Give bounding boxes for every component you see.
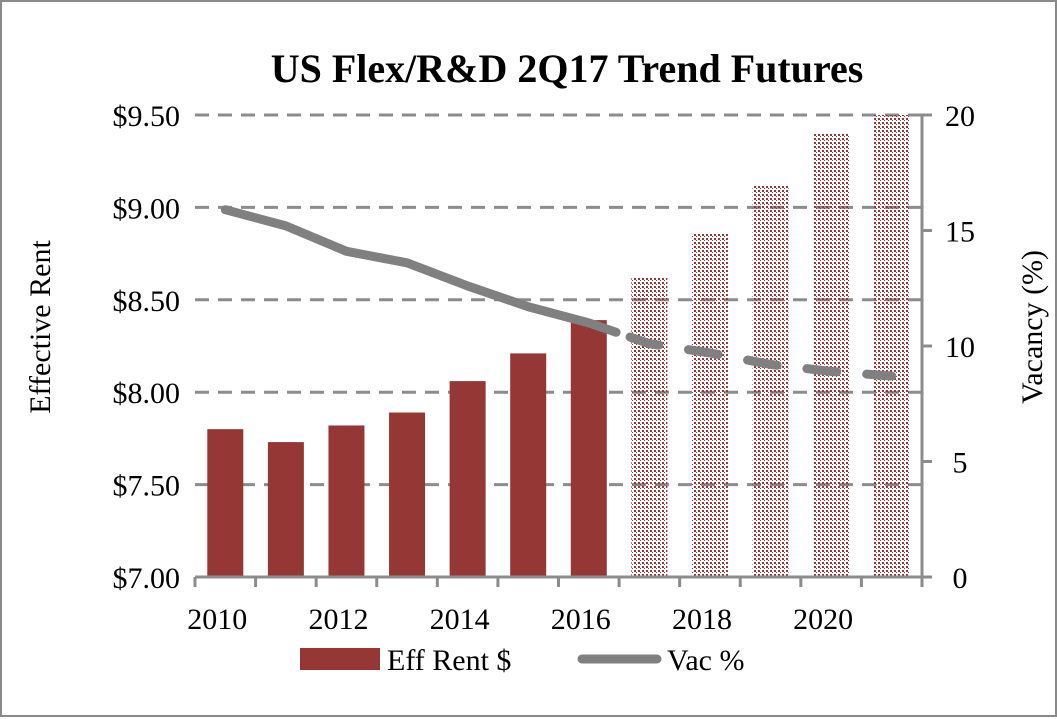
bar-2020	[813, 133, 850, 578]
y-tick-label: $8.50	[113, 285, 181, 318]
legend-swatch-rent	[300, 648, 380, 670]
legend-label-rent: Eff Rent $	[387, 644, 511, 677]
legend-label-vac: Vac %	[667, 644, 744, 677]
bar-2017	[631, 277, 668, 577]
bar-2016	[570, 320, 607, 577]
chart-title: US Flex/R&D 2Q17 Trend Futures	[271, 46, 864, 91]
y2-tick-label: 5	[953, 447, 968, 480]
y-tick-label: $9.00	[113, 192, 181, 225]
y-tick-label: $8.00	[113, 377, 181, 410]
bar-2018	[691, 233, 728, 577]
y2-axis-label: Vacancy (%)	[1016, 250, 1049, 404]
x-tick-label: 2010	[187, 603, 247, 636]
y2-tick-label: 15	[945, 216, 975, 249]
bar-2013	[389, 412, 426, 577]
bar-2014	[449, 381, 486, 577]
bar-2019	[752, 185, 789, 577]
y2-tick-label: 20	[945, 100, 975, 133]
bar-2021	[873, 115, 910, 577]
y-tick-label: $9.50	[113, 100, 181, 133]
bar-2012	[328, 425, 365, 577]
vac-line-forecast	[625, 332, 897, 381]
x-tick-label: 2018	[672, 603, 732, 636]
x-tick-label: 2014	[430, 603, 490, 636]
y-axis-label: Effective Rent	[24, 240, 57, 414]
bar-2011	[267, 442, 304, 577]
bar-2015	[510, 353, 547, 577]
y-tick-label: $7.00	[113, 562, 181, 595]
legend: Eff Rent $ Vac %	[300, 644, 744, 677]
y2-tick-label: 0	[953, 562, 968, 595]
x-tick-label: 2016	[551, 603, 611, 636]
x-tick-label: 2012	[308, 603, 368, 636]
bar-2010	[207, 429, 244, 577]
y-tick-label: $7.50	[113, 470, 181, 503]
y2-tick-label: 10	[945, 331, 975, 364]
vac-line-actual	[220, 205, 621, 337]
x-tick-label: 2020	[793, 603, 853, 636]
